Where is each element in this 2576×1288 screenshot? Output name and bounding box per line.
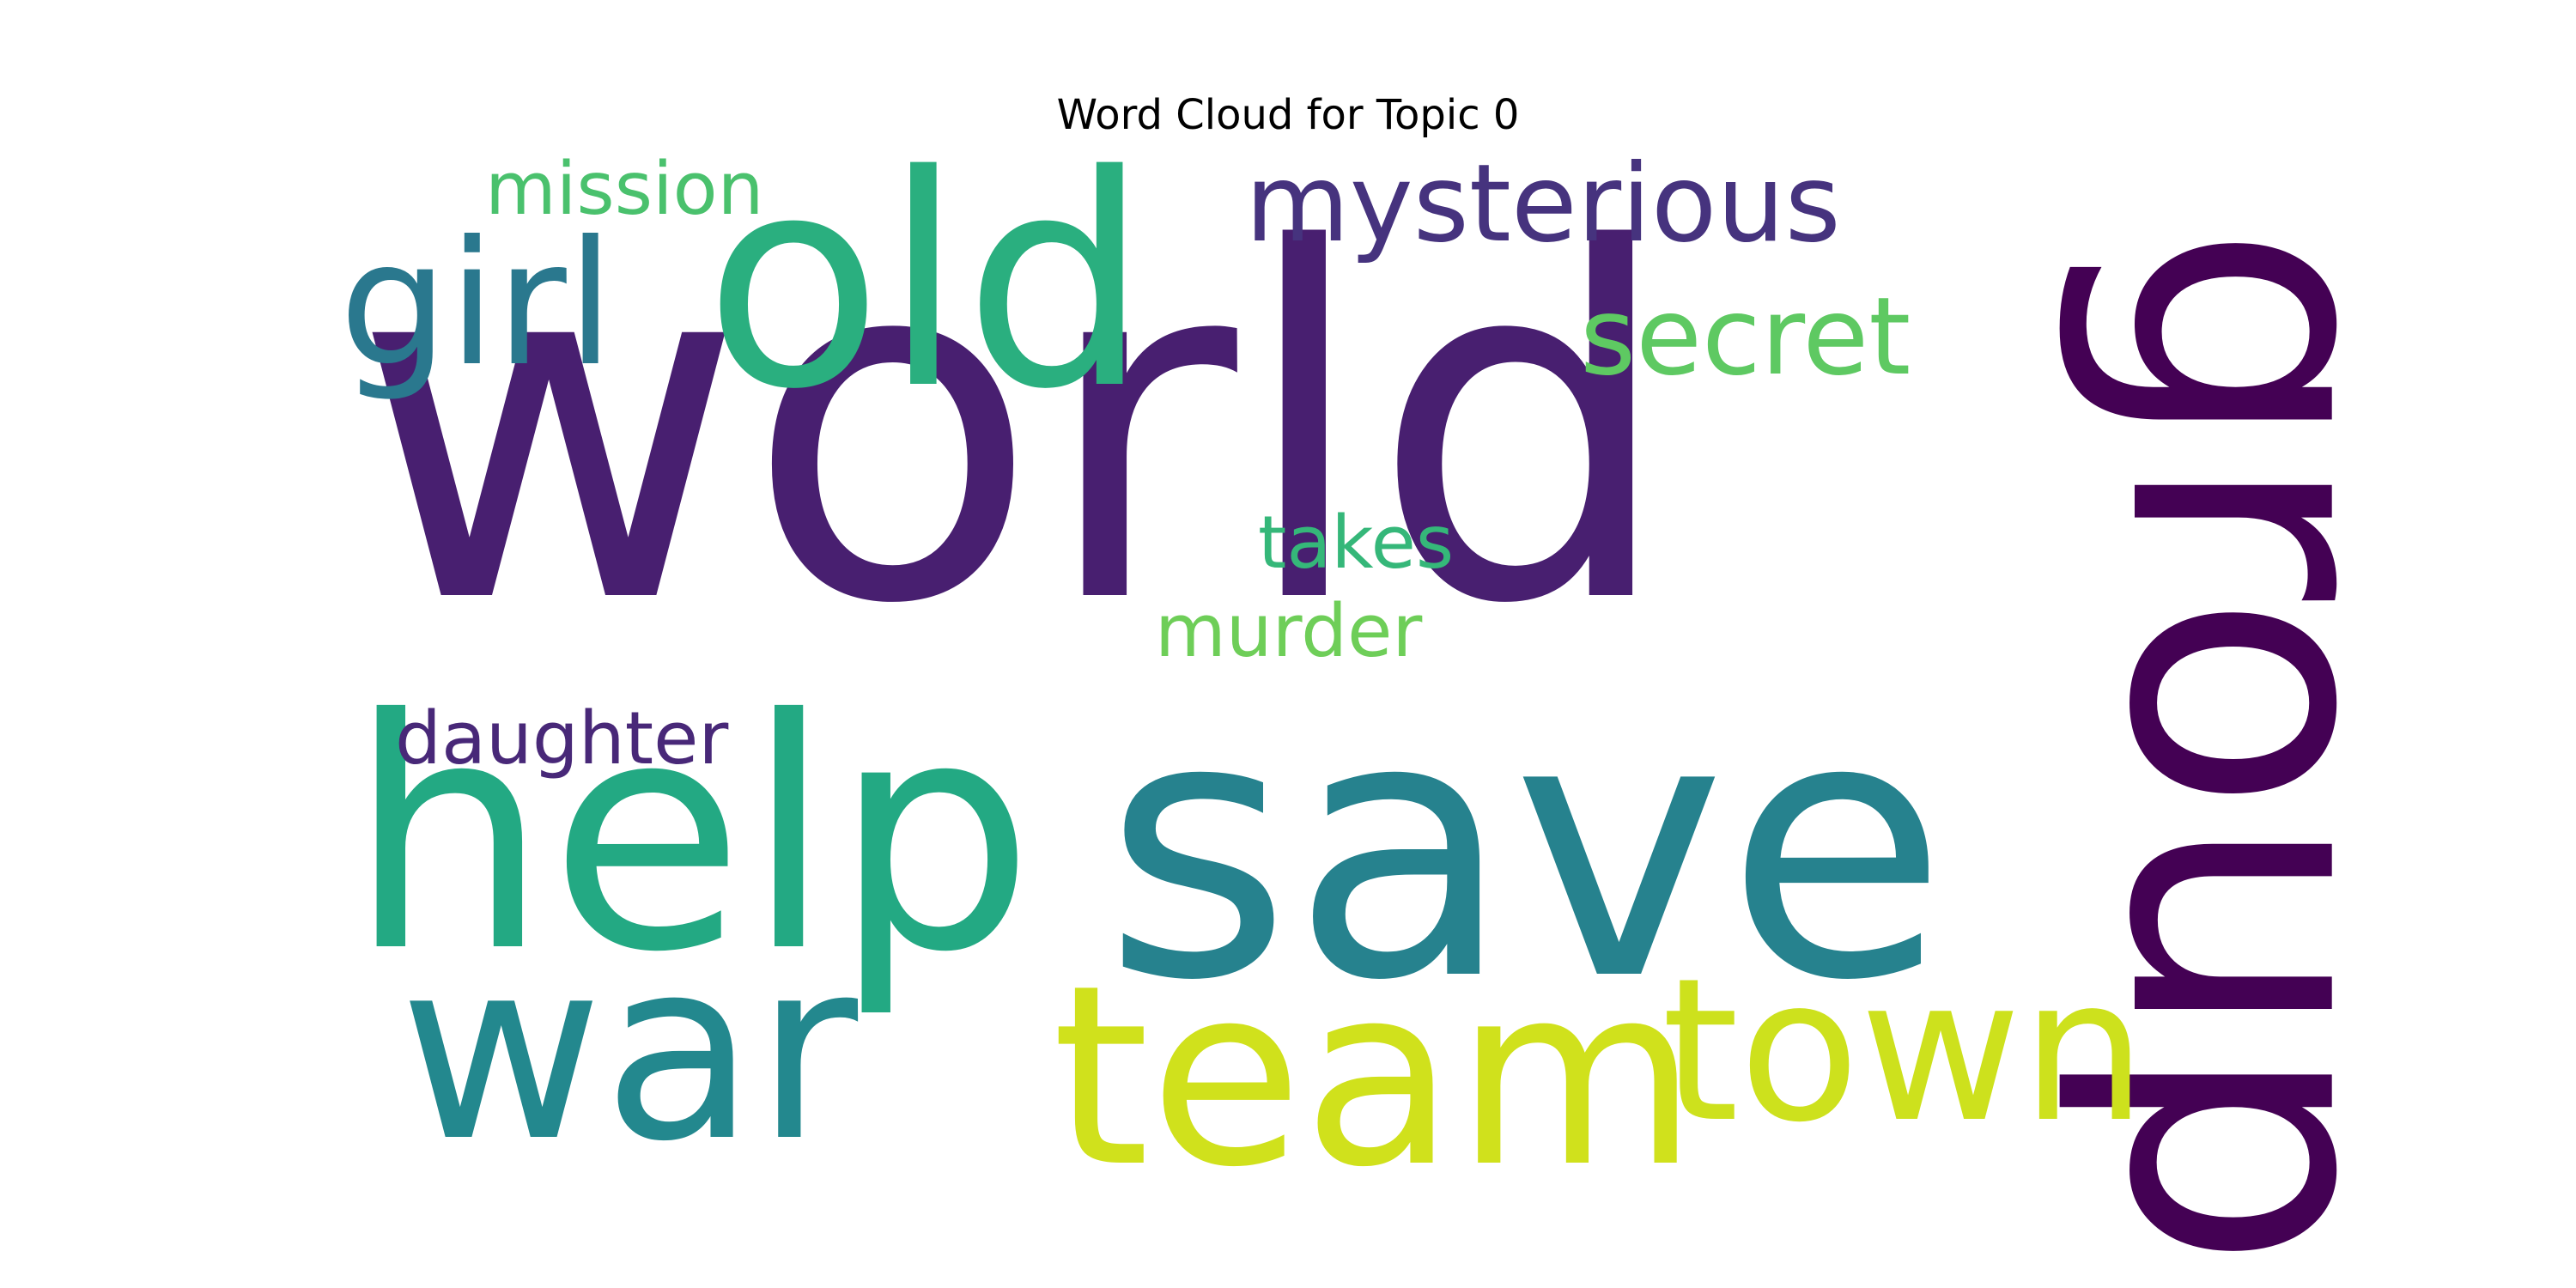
word-secret: secret — [1580, 275, 1911, 399]
word-war: war — [399, 907, 859, 1196]
word-mysterious: mysterious — [1245, 142, 1841, 266]
word-save: save — [1103, 640, 1948, 1060]
word-daughter: daughter — [395, 696, 729, 781]
chart-title: Word Cloud for Topic 0 — [1056, 91, 1520, 139]
word-girl: girl — [339, 204, 615, 404]
word-mission: mission — [485, 147, 764, 232]
word-town: town — [1662, 937, 2147, 1166]
word-old: old — [704, 113, 1150, 453]
word-help: help — [348, 653, 1035, 1022]
word-takes: takes — [1258, 501, 1455, 586]
word-team: team — [1052, 933, 1698, 1222]
word-world: world — [352, 149, 1676, 709]
word-murder: murder — [1155, 589, 1423, 674]
